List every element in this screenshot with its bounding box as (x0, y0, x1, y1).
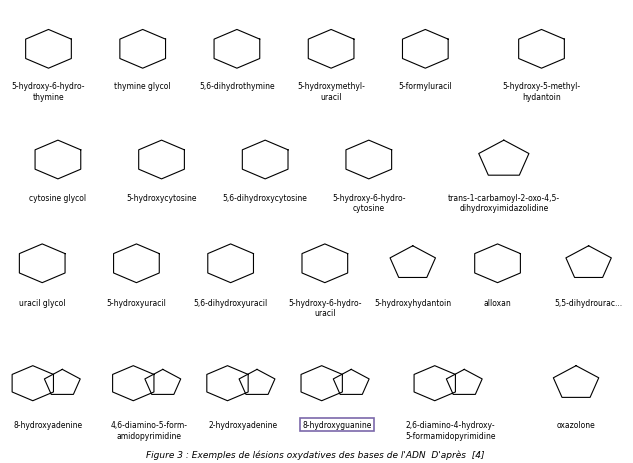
Text: 8-hydroxyguanine: 8-hydroxyguanine (303, 420, 372, 429)
Text: 5-hydroxy-6-hydro-
uracil: 5-hydroxy-6-hydro- uracil (288, 298, 361, 318)
Text: 5,6-dihydroxycytosine: 5,6-dihydroxycytosine (223, 193, 308, 202)
Text: 8-hydroxyguanine: 8-hydroxyguanine (303, 420, 372, 429)
Text: 4,6-diamino-5-form-
amidopyrimidine: 4,6-diamino-5-form- amidopyrimidine (111, 420, 187, 439)
Text: 5-hydroxyhydantoin: 5-hydroxyhydantoin (374, 298, 451, 307)
Text: uracil glycol: uracil glycol (19, 298, 65, 307)
Text: trans-1-carbamoyl-2-oxo-4,5-
dihydroxyimidazolidine: trans-1-carbamoyl-2-oxo-4,5- dihydroxyim… (448, 193, 560, 213)
Text: 8-hydroxyadenine: 8-hydroxyadenine (14, 420, 83, 429)
Text: thymine glycol: thymine glycol (115, 82, 171, 91)
Text: 5,6-dihydroxyuracil: 5,6-dihydroxyuracil (194, 298, 268, 307)
Text: 5-hydroxy-5-methyl-
hydantoin: 5-hydroxy-5-methyl- hydantoin (503, 82, 580, 101)
Text: oxazolone: oxazolone (556, 420, 596, 429)
Text: 5-hydroxycytosine: 5-hydroxycytosine (127, 193, 197, 202)
Text: 5-hydroxy-6-hydro-
cytosine: 5-hydroxy-6-hydro- cytosine (332, 193, 406, 213)
Text: 5,5-dihydrourac...: 5,5-dihydrourac... (555, 298, 623, 307)
Text: 2-hydroxyadenine: 2-hydroxyadenine (209, 420, 278, 429)
Text: alloxan: alloxan (484, 298, 511, 307)
Text: 5-hydroxy-6-hydro-
thymine: 5-hydroxy-6-hydro- thymine (12, 82, 85, 101)
Text: 5,6-dihydrothymine: 5,6-dihydrothymine (199, 82, 275, 91)
Text: 5-hydroxyuracil: 5-hydroxyuracil (106, 298, 166, 307)
Text: 5-hydroxymethyl-
uracil: 5-hydroxymethyl- uracil (297, 82, 365, 101)
Text: 2,6-diamino-4-hydroxy-
5-formamidopyrimidine: 2,6-diamino-4-hydroxy- 5-formamidopyrimi… (405, 420, 496, 439)
Text: 5-formyluracil: 5-formyluracil (398, 82, 452, 91)
Text: cytosine glycol: cytosine glycol (29, 193, 87, 202)
Text: Figure 3 : Exemples de lésions oxydatives des bases de l'ADN  D'après  [4]: Figure 3 : Exemples de lésions oxydative… (146, 450, 485, 459)
